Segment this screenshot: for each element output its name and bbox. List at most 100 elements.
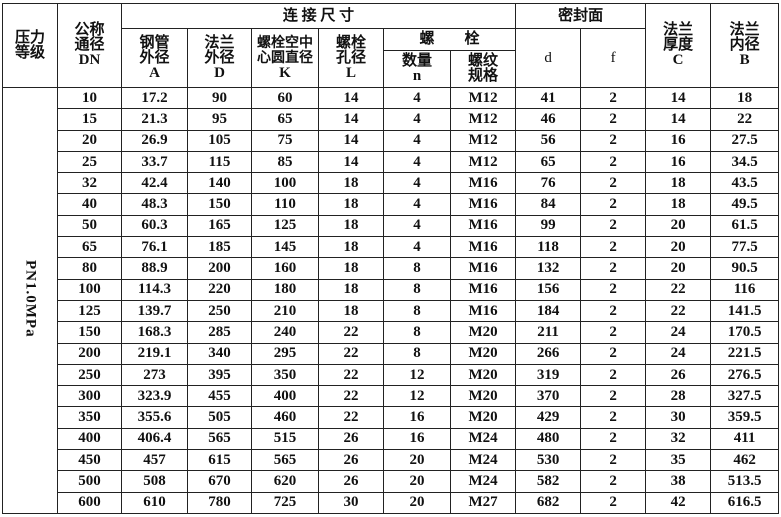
table-cell: 22: [645, 299, 712, 323]
table-cell: 480: [515, 427, 582, 451]
table-cell: 610: [121, 491, 188, 514]
table-cell: 2: [580, 129, 647, 152]
table-cell: 2: [580, 299, 647, 323]
table-row: 400 406.4 565 515 26 16 M24 480 2 32 411: [3, 427, 780, 451]
table-cell: 4: [383, 108, 451, 131]
table-cell: 12: [383, 363, 451, 387]
table-cell: 8: [383, 299, 451, 323]
table-cell: 460: [251, 406, 319, 429]
table-cell: 41: [515, 86, 582, 110]
table-cell: 2: [580, 172, 647, 195]
table-cell: M16: [449, 257, 517, 280]
table-cell: 8: [383, 342, 451, 365]
table-cell: 462: [710, 449, 780, 472]
table-cell: 2: [580, 449, 647, 472]
table-cell: 114.3: [121, 278, 188, 301]
table-cell: 99: [515, 214, 582, 238]
table-cell: 139.7: [121, 299, 188, 323]
table-cell: 20: [383, 449, 451, 472]
table-cell: 582: [515, 470, 582, 493]
table-row: 20 26.9 105 75 14 4 M12 56 2 16 27.5: [3, 129, 780, 152]
table-cell: 508: [121, 470, 188, 493]
table-cell: 22: [318, 385, 384, 408]
table-cell: 95: [187, 108, 252, 131]
table-row: 65 76.1 185 145 18 4 M16 118 2 20 77.5: [3, 236, 780, 259]
table-cell: 200: [187, 257, 252, 280]
table-cell: 355.6: [121, 406, 188, 429]
table-cell: 295: [251, 342, 319, 365]
table-cell: 2: [580, 321, 647, 344]
table-cell: 2: [580, 406, 647, 429]
table-cell: 500: [57, 470, 122, 493]
table-cell: 80: [57, 257, 122, 280]
table-cell: M16: [449, 236, 517, 259]
table-cell: 395: [187, 363, 252, 387]
table-cell: 35: [645, 449, 712, 472]
table-cell: 285: [187, 321, 252, 344]
table-cell: 26: [318, 470, 384, 493]
table-cell: 620: [251, 470, 319, 493]
table-cell: 150: [57, 321, 122, 344]
table-cell: 48.3: [121, 193, 188, 216]
table-cell: 455: [187, 385, 252, 408]
table-cell: M16: [449, 299, 517, 323]
table-cell: 46: [515, 108, 582, 131]
table-cell: 2: [580, 385, 647, 408]
table-cell: 150: [187, 193, 252, 216]
table-cell: 185: [187, 236, 252, 259]
table-cell: 65: [251, 108, 319, 131]
header-seal-f: f: [580, 28, 647, 88]
table-cell: 24: [645, 321, 712, 344]
table-cell: 43.5: [710, 172, 780, 195]
table-cell: 100: [251, 172, 319, 195]
table-cell: 2: [580, 150, 647, 174]
table-cell: 8: [383, 278, 451, 301]
table-cell: 34.5: [710, 150, 780, 174]
table-cell: 110: [251, 193, 319, 216]
table-cell: 565: [187, 427, 252, 451]
table-row: 350 355.6 505 460 22 16 M20 429 2 30 359.5: [3, 406, 780, 429]
table-cell: 18: [318, 278, 384, 301]
table-cell: 40: [57, 193, 122, 216]
table-cell: 211: [515, 321, 582, 344]
table-cell: 156: [515, 278, 582, 301]
table-row: 150 168.3 285 240 22 8 M20 211 2 24 170.5: [3, 321, 780, 344]
header-seal-d: d: [515, 28, 582, 88]
table-cell: M12: [449, 108, 517, 131]
table-cell: 32: [645, 427, 712, 451]
table-cell: 42.4: [121, 172, 188, 195]
table-cell: 210: [251, 299, 319, 323]
table-cell: 20: [57, 129, 122, 152]
table-cell: 18: [318, 299, 384, 323]
pressure-class-value: PN1.0MPa: [22, 259, 39, 338]
table-cell: 300: [57, 385, 122, 408]
table-cell: 273: [121, 363, 188, 387]
table-cell: 170.5: [710, 321, 780, 344]
table-cell: 600: [57, 491, 122, 514]
table-cell: 670: [187, 470, 252, 493]
table-cell: 20: [645, 236, 712, 259]
table-row: 600 610 780 725 30 20 M27 682 2 42 616.5: [3, 491, 780, 514]
table-cell: 14: [318, 129, 384, 152]
header-pressure-class: 压力等级: [2, 3, 58, 88]
table-cell: 60: [251, 86, 319, 110]
table-cell: 184: [515, 299, 582, 323]
table-cell: 8: [383, 321, 451, 344]
header-bolt-qty: 数量 n: [383, 50, 451, 88]
table-cell: 2: [580, 257, 647, 280]
header-pipe-od: 钢管外径 A: [121, 28, 188, 88]
table-cell: 25: [57, 150, 122, 174]
table-cell: 20: [383, 491, 451, 514]
table-cell: 4: [383, 236, 451, 259]
table-cell: M16: [449, 278, 517, 301]
table-cell: 125: [57, 299, 122, 323]
table-cell: 2: [580, 108, 647, 131]
table-cell: 327.5: [710, 385, 780, 408]
table-cell: 38: [645, 470, 712, 493]
table-cell: 219.1: [121, 342, 188, 365]
table-cell: 4: [383, 86, 451, 110]
header-connection-dims: 连 接 尺 寸: [120, 3, 517, 29]
table-cell: 319: [515, 363, 582, 387]
table-cell: 22: [318, 342, 384, 365]
table-row: 100 114.3 220 180 18 8 M16 156 2 22 116: [3, 278, 780, 301]
